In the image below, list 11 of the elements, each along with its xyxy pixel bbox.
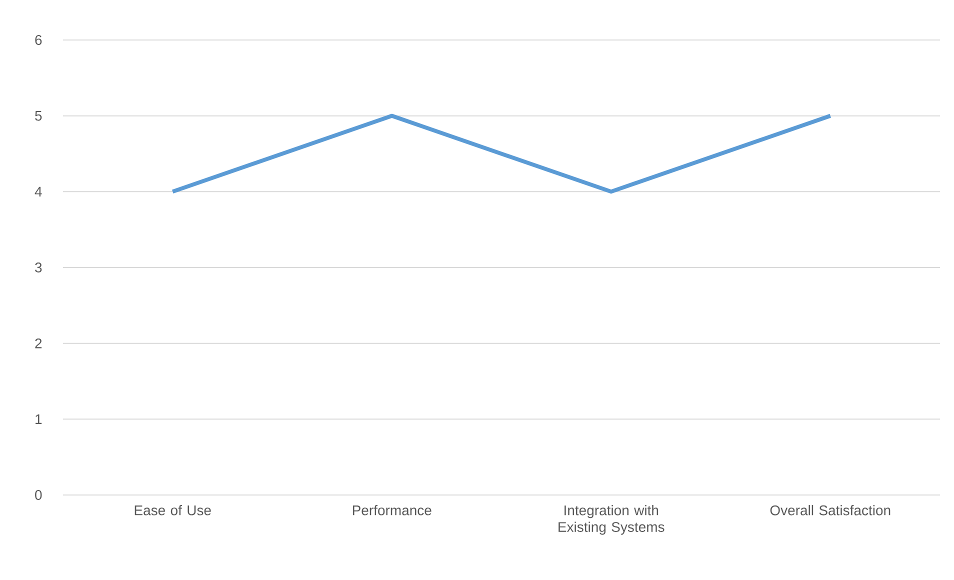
x-tick-label: Ease of Use — [134, 505, 211, 516]
y-tick-label: 3 — [35, 262, 42, 272]
y-tick-label: 5 — [35, 110, 42, 121]
x-tick-label: Integration with Existing Systems — [558, 505, 664, 535]
y-tick-label: 1 — [36, 414, 42, 424]
x-tick-label: Performance — [352, 505, 432, 516]
y-tick-label: 0 — [35, 490, 42, 500]
y-tick-label: 4 — [34, 186, 42, 196]
y-tick-label: 6 — [35, 35, 42, 45]
y-tick-label: 2 — [35, 338, 42, 348]
x-tick-label: Overall Satisfaction — [770, 505, 890, 516]
